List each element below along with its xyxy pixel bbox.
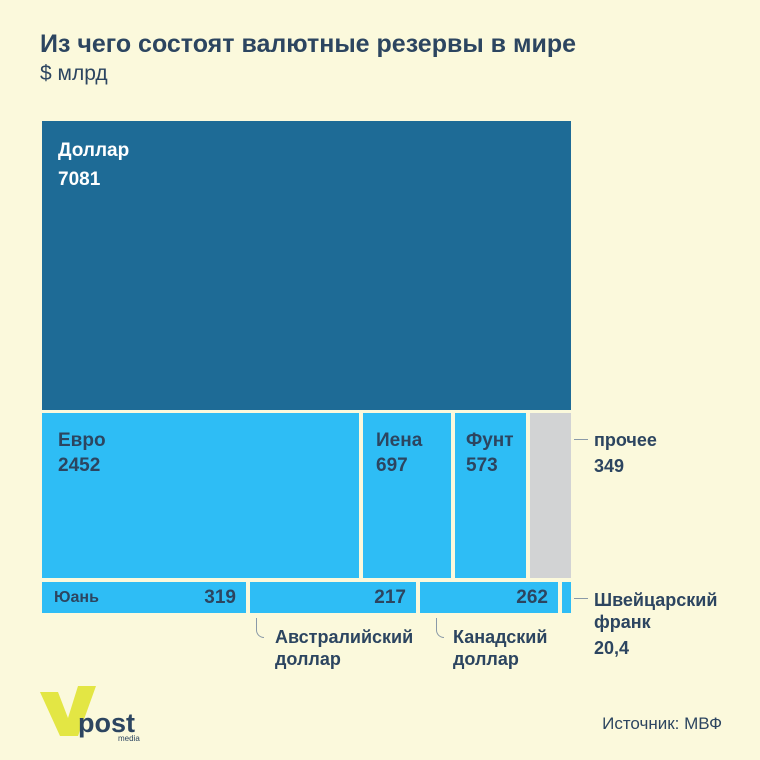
label-aud-line1: Австралийский (275, 627, 414, 647)
tile-aud-value: 217 (374, 587, 406, 608)
tile-cad-value: 262 (516, 587, 548, 608)
label-cad-line2: доллар (453, 649, 519, 669)
label-aud: Австралийский доллар (275, 626, 413, 670)
tile-pound: Фунт 573 (455, 413, 526, 578)
tile-yen: Иена 697 (363, 413, 451, 578)
tile-pound-name: Фунт (466, 430, 514, 451)
chart-subtitle: $ млрд (40, 62, 108, 85)
tile-yuan: Юань 319 (42, 582, 246, 613)
tile-yuan-name: Юань (54, 589, 99, 606)
logo-text: post (78, 708, 135, 738)
label-chf-value: 20,4 (594, 638, 630, 658)
tile-euro-name: Евро (58, 430, 106, 451)
tile-aud: 217 (250, 582, 416, 613)
label-chf-line2: франк (594, 612, 651, 632)
tile-dollar-value: 7081 (58, 169, 101, 190)
label-cad: Канадский доллар (453, 626, 547, 670)
tile-yuan-value: 319 (204, 587, 236, 608)
logo-subtext: media (118, 734, 140, 743)
label-chf-line1: Швейцарский (594, 590, 718, 610)
leader-cad (436, 618, 444, 638)
tile-euro-value: 2452 (58, 455, 101, 476)
label-other-name: прочее (594, 430, 657, 450)
tile-dollar: Доллар 7081 (42, 121, 571, 410)
tile-cad: 262 (420, 582, 558, 613)
label-cad-line1: Канадский (453, 627, 548, 647)
tile-pound-value: 573 (466, 455, 498, 476)
label-other-value: 349 (594, 456, 625, 476)
postmedia-logo: post media (38, 684, 148, 749)
tile-yen-value: 697 (376, 455, 408, 476)
tile-dollar-name: Доллар (58, 140, 130, 161)
leader-other (574, 439, 588, 440)
label-chf: Швейцарский франк 20,4 (594, 589, 717, 659)
tile-euro: Евро 2452 (42, 413, 359, 578)
source-note: Источник: МВФ (602, 714, 722, 733)
leader-aud (256, 618, 264, 638)
tile-yen-name: Иена (376, 430, 423, 451)
label-aud-line2: доллар (275, 649, 341, 669)
label-other: прочее 349 (594, 429, 657, 477)
leader-chf (574, 598, 588, 599)
chart-title: Из чего состоят валютные резервы в мире (40, 30, 576, 58)
tile-other (530, 413, 571, 578)
postmedia-logo-mark: post media (40, 686, 140, 743)
tile-chf (562, 582, 571, 613)
